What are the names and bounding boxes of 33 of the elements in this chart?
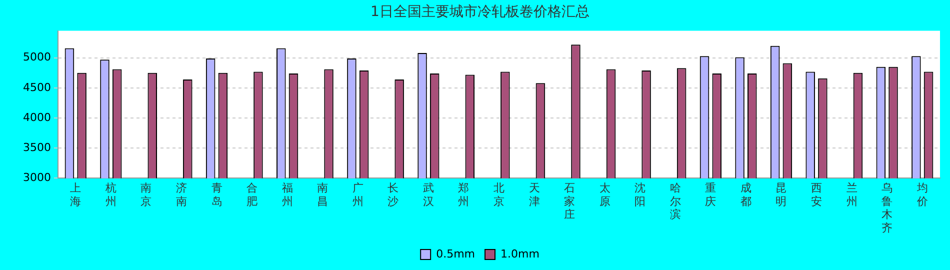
x-tick-label: 广州 — [352, 182, 364, 208]
legend-label: 0.5mm — [436, 247, 476, 260]
x-tick-label: 乌鲁木齐 — [882, 182, 893, 234]
x-tick-label: 福州 — [282, 182, 293, 208]
x-tick-label: 石家庄 — [564, 182, 576, 222]
x-tick-label: 杭州 — [104, 182, 116, 208]
x-tick-label: 南京 — [140, 182, 152, 208]
x-tick-label: 长沙 — [388, 182, 399, 208]
y-tick-label: 3000 — [22, 171, 51, 184]
x-tick-label: 北京 — [493, 182, 504, 208]
y-tick-label: 3500 — [22, 140, 51, 154]
x-tick-label: 昆明 — [776, 182, 787, 208]
x-tick-label: 天津 — [528, 182, 540, 208]
x-tick-label: 济南 — [176, 182, 187, 208]
y-tick-label: 5000 — [22, 50, 51, 64]
x-tick-label: 南昌 — [317, 182, 328, 208]
x-tick-label: 西安 — [811, 182, 822, 208]
y-tick-label: 4500 — [22, 80, 51, 94]
x-tick-label: 兰州 — [846, 182, 858, 208]
x-tick-label: 郑州 — [458, 182, 470, 208]
chart-title: 1日全国主要城市冷轧板卷价格汇总 — [370, 4, 590, 20]
y-tick-label: 4000 — [22, 110, 51, 124]
x-tick-label: 均价 — [916, 182, 928, 208]
x-tick-label: 沈阳 — [634, 182, 646, 208]
x-tick-label: 上海 — [70, 182, 82, 208]
x-tick-label: 太原 — [599, 182, 610, 208]
x-tick-label: 武汉 — [422, 182, 434, 208]
legend-label: 1.0mm — [500, 247, 540, 260]
x-tick-label: 青岛 — [211, 182, 222, 208]
x-tick-label: 哈尔滨 — [670, 182, 681, 222]
x-tick-label: 重庆 — [705, 182, 716, 208]
x-tick-label: 成都 — [740, 182, 752, 208]
x-tick-label: 合肥 — [246, 182, 258, 208]
